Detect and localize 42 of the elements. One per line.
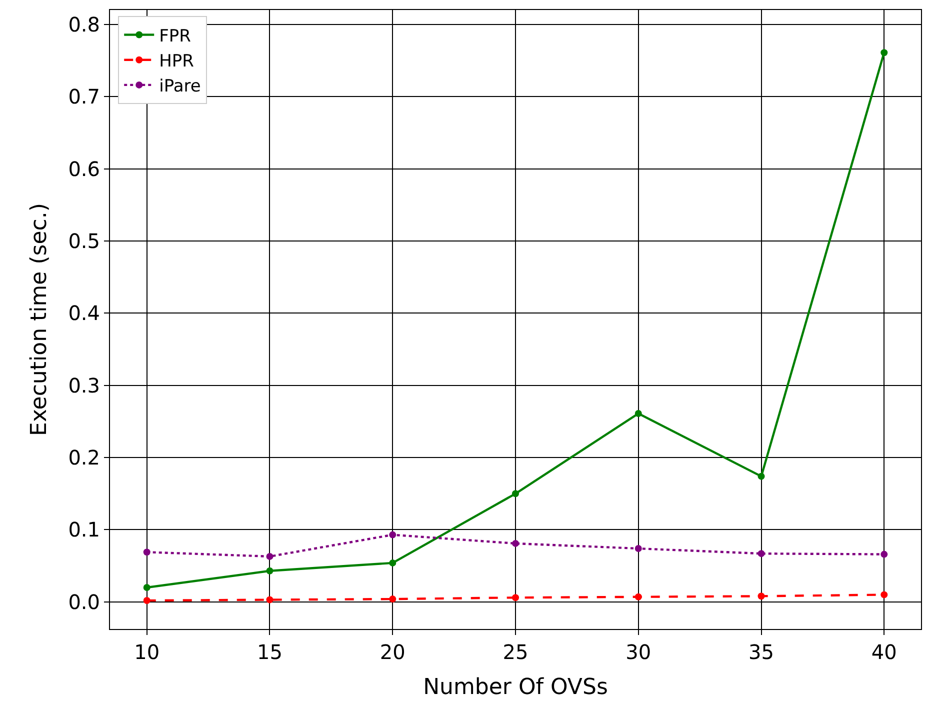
point: [758, 472, 765, 480]
point: [266, 596, 274, 604]
x-tick-label: 10: [134, 640, 160, 664]
x-tick-label: 20: [380, 640, 406, 664]
x-axis-title: Number Of OVSs: [423, 674, 608, 700]
point: [758, 550, 765, 558]
point: [880, 550, 888, 558]
point: [880, 49, 888, 56]
y-tick-label: 0.5: [68, 229, 100, 253]
y-tick-label: 0.6: [68, 156, 100, 181]
y-tick-label: 0.4: [68, 301, 100, 326]
y-tick-label: 0.1: [68, 518, 100, 542]
y-tick-label: 0.0: [68, 590, 100, 614]
y-tick-label: 0.8: [68, 12, 100, 36]
point: [143, 584, 150, 591]
point: [266, 552, 274, 560]
y-axis-title: Execution time (sec.): [26, 203, 52, 436]
x-tick-label: 25: [502, 640, 528, 664]
point: [143, 548, 150, 556]
point: [758, 592, 765, 600]
y-tick-label: 0.3: [68, 373, 100, 398]
y-tick-label: 0.7: [68, 84, 100, 109]
x-tick-label: 15: [257, 640, 282, 664]
y-tick-label: 0.2: [68, 446, 100, 470]
point: [143, 596, 150, 604]
point: [389, 559, 396, 566]
legend-label: FPR: [159, 26, 192, 46]
point: [634, 545, 642, 552]
point: [634, 593, 642, 600]
point: [512, 594, 519, 602]
legend-label: HPR: [159, 51, 194, 72]
point: [512, 490, 519, 498]
legend-label: iPare: [159, 76, 201, 97]
point: [634, 410, 642, 418]
x-tick-label: 35: [748, 640, 774, 664]
point: [389, 596, 396, 603]
x-tick-label: 40: [871, 640, 897, 664]
point: [512, 540, 519, 547]
x-tick-label: 30: [626, 640, 652, 664]
point: [266, 567, 274, 574]
point: [880, 591, 888, 598]
point: [389, 531, 396, 538]
